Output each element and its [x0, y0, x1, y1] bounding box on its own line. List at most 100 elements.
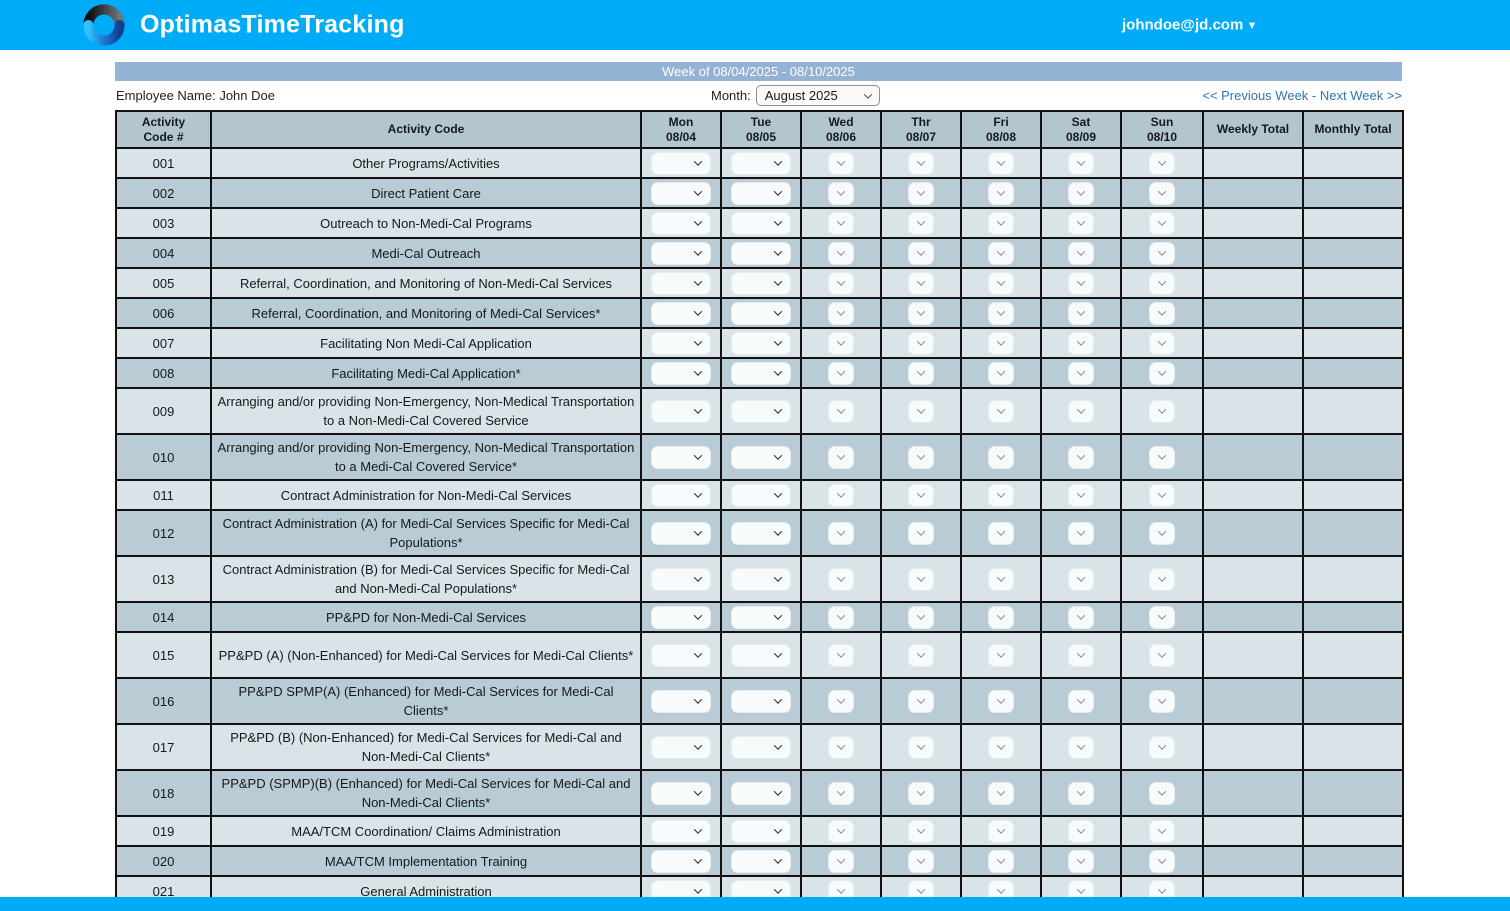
chevron-down-icon: [836, 405, 846, 414]
day-cell-tue-017: [720, 723, 802, 771]
hours-select-fri-018: [988, 781, 1014, 805]
main-content: Week of 08/04/2025 - 08/10/2025 Employee…: [115, 62, 1404, 907]
hours-select-tue-011[interactable]: [731, 483, 791, 507]
weekly-total-cell-013: [1202, 555, 1304, 603]
day-cell-sat-004: [1040, 237, 1122, 269]
hours-select-tue-016[interactable]: [731, 689, 791, 713]
hours-select-tue-012[interactable]: [731, 521, 791, 545]
app-title: OptimasTimeTracking: [140, 10, 405, 39]
hours-select-tue-015[interactable]: [731, 643, 791, 667]
hours-select-sun-006: [1149, 301, 1175, 325]
hours-select-mon-008[interactable]: [651, 361, 711, 385]
chevron-down-icon: [693, 157, 703, 166]
weekly-total-cell-018: [1202, 769, 1304, 817]
chevron-down-icon: [836, 527, 846, 536]
hours-select-mon-007[interactable]: [651, 331, 711, 355]
hours-select-tue-019[interactable]: [731, 819, 791, 843]
hours-select-wed-014: [828, 605, 854, 629]
day-cell-fri-006: [960, 297, 1042, 329]
chevron-down-icon: [1076, 187, 1086, 196]
activity-description: Direct Patient Care: [210, 177, 642, 209]
hours-select-sun-003: [1149, 211, 1175, 235]
day-cell-thr-011: [880, 479, 962, 511]
hours-select-tue-009[interactable]: [731, 399, 791, 423]
previous-week-link[interactable]: << Previous Week: [1202, 88, 1309, 103]
hours-select-thr-017: [908, 735, 934, 759]
day-cell-wed-020: [800, 845, 882, 877]
hours-select-mon-010[interactable]: [651, 445, 711, 469]
monthly-total-cell-001: [1302, 147, 1404, 179]
hours-select-thr-016: [908, 689, 934, 713]
chevron-down-icon: [693, 649, 703, 658]
hours-select-wed-006: [828, 301, 854, 325]
hours-select-tue-020[interactable]: [731, 849, 791, 873]
hours-select-wed-010: [828, 445, 854, 469]
day-cell-sat-006: [1040, 297, 1122, 329]
hours-select-mon-005[interactable]: [651, 271, 711, 295]
monthly-total-cell-003: [1302, 207, 1404, 239]
hours-select-fri-004: [988, 241, 1014, 265]
chevron-down-icon: [773, 277, 783, 286]
hours-select-mon-017[interactable]: [651, 735, 711, 759]
hours-select-tue-003[interactable]: [731, 211, 791, 235]
next-week-link[interactable]: Next Week >>: [1319, 88, 1402, 103]
hours-select-tue-008[interactable]: [731, 361, 791, 385]
activity-row-003: 003 Outreach to Non-Medi-Cal Programs: [115, 207, 1404, 239]
hours-select-mon-001[interactable]: [651, 151, 711, 175]
hours-select-mon-018[interactable]: [651, 781, 711, 805]
app-logo-icon: [83, 4, 125, 46]
hours-select-thr-011: [908, 483, 934, 507]
hours-select-mon-014[interactable]: [651, 605, 711, 629]
chevron-down-icon: [996, 825, 1006, 834]
hours-select-mon-012[interactable]: [651, 521, 711, 545]
hours-select-mon-020[interactable]: [651, 849, 711, 873]
hours-select-fri-019: [988, 819, 1014, 843]
day-column-header-fri: Fri 08/08: [960, 110, 1042, 149]
chevron-down-icon: [693, 187, 703, 196]
day-cell-thr-012: [880, 509, 962, 557]
day-cell-fri-011: [960, 479, 1042, 511]
week-links-separator: -: [1308, 88, 1320, 103]
day-cell-fri-016: [960, 677, 1042, 725]
hours-select-tue-006[interactable]: [731, 301, 791, 325]
hours-select-mon-009[interactable]: [651, 399, 711, 423]
activity-description: Referral, Coordination, and Monitoring o…: [210, 297, 642, 329]
hours-select-tue-007[interactable]: [731, 331, 791, 355]
hours-select-mon-013[interactable]: [651, 567, 711, 591]
activity-description: Arranging and/or providing Non-Emergency…: [210, 387, 642, 435]
hours-select-tue-014[interactable]: [731, 605, 791, 629]
hours-select-tue-001[interactable]: [731, 151, 791, 175]
hours-select-tue-018[interactable]: [731, 781, 791, 805]
month-select-value: August 2025: [764, 88, 838, 103]
chevron-down-icon: [836, 787, 846, 796]
account-menu[interactable]: johndoe@jd.com ▾: [1122, 17, 1255, 34]
activity-description: MAA/TCM Implementation Training: [210, 845, 642, 877]
hours-select-mon-004[interactable]: [651, 241, 711, 265]
month-select[interactable]: August 2025: [755, 85, 880, 106]
hours-select-mon-015[interactable]: [651, 643, 711, 667]
hours-select-tue-005[interactable]: [731, 271, 791, 295]
hours-select-tue-004[interactable]: [731, 241, 791, 265]
chevron-down-icon: [1076, 337, 1086, 346]
monthly-total-cell-007: [1302, 327, 1404, 359]
hours-select-tue-010[interactable]: [731, 445, 791, 469]
day-cell-fri-017: [960, 723, 1042, 771]
chevron-down-icon: [773, 367, 783, 376]
chevron-down-icon: [693, 741, 703, 750]
day-cell-sat-007: [1040, 327, 1122, 359]
hours-select-wed-016: [828, 689, 854, 713]
chevron-down-icon: [1076, 573, 1086, 582]
hours-select-mon-019[interactable]: [651, 819, 711, 843]
day-cell-sat-017: [1040, 723, 1122, 771]
hours-select-tue-017[interactable]: [731, 735, 791, 759]
hours-select-mon-016[interactable]: [651, 689, 711, 713]
hours-select-mon-006[interactable]: [651, 301, 711, 325]
day-cell-fri-004: [960, 237, 1042, 269]
hours-select-mon-002[interactable]: [651, 181, 711, 205]
hours-select-mon-003[interactable]: [651, 211, 711, 235]
hours-select-mon-011[interactable]: [651, 483, 711, 507]
hours-select-tue-013[interactable]: [731, 567, 791, 591]
chevron-down-icon: [773, 649, 783, 658]
activity-code-number: 018: [115, 769, 212, 817]
hours-select-tue-002[interactable]: [731, 181, 791, 205]
